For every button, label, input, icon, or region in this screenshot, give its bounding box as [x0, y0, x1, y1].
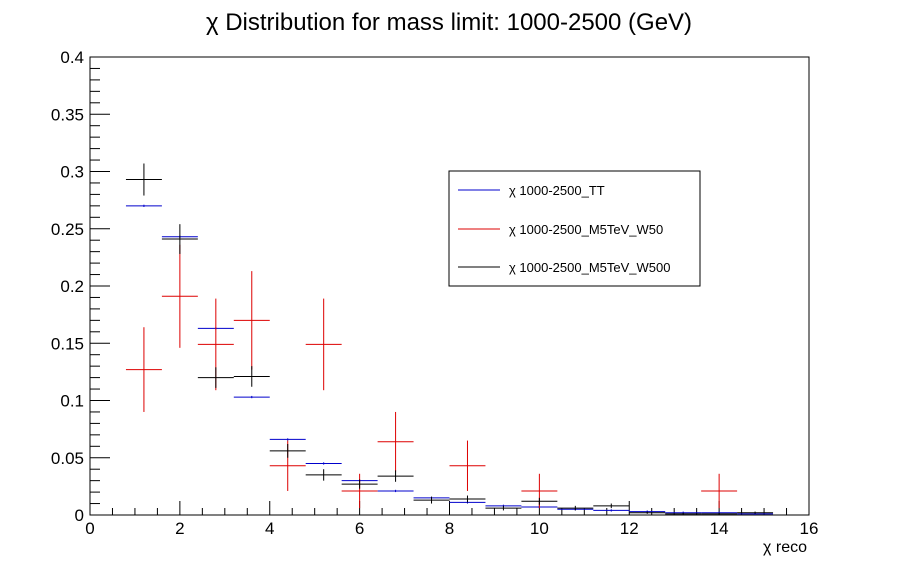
x-axis-label: χ reco	[763, 539, 807, 556]
data-point	[593, 509, 630, 512]
x-tick-label: 8	[445, 519, 454, 538]
y-tick-label: 0	[75, 506, 84, 525]
data-point	[449, 440, 486, 491]
legend-label: χ 1000-2500_M5TeV_W50	[509, 222, 663, 237]
y-tick-label: 0.4	[60, 48, 84, 67]
data-point	[377, 489, 414, 493]
x-tick-label: 6	[355, 519, 364, 538]
data-point	[377, 470, 414, 482]
data-point	[701, 473, 738, 509]
data-point	[665, 512, 702, 515]
data-point	[557, 505, 594, 511]
data-point	[341, 479, 378, 489]
data-point	[593, 503, 630, 509]
data-point	[197, 367, 234, 388]
series-group	[125, 163, 774, 515]
y-axis: 0 0.05 0.1 0.15 0.2 0.25 0.3 0.35 0.4	[51, 48, 110, 525]
data-point	[449, 495, 486, 503]
data-point	[233, 271, 270, 370]
data-point	[413, 496, 450, 504]
data-point	[269, 438, 306, 441]
y-tick-label: 0.35	[51, 105, 84, 124]
legend-label: χ 1000-2500_M5TeV_W500	[509, 260, 670, 275]
data-point	[485, 505, 522, 511]
data-point	[305, 298, 342, 391]
x-tick-label: 10	[530, 519, 549, 538]
data-point	[125, 163, 162, 196]
legend-label: χ 1000-2500_TT	[509, 183, 605, 198]
x-tick-label: 12	[620, 519, 639, 538]
data-point	[341, 473, 378, 509]
series-layer	[125, 163, 774, 515]
data-point	[233, 366, 270, 387]
data-point	[521, 497, 558, 505]
x-tick-label: 14	[710, 519, 729, 538]
data-point	[233, 395, 270, 399]
data-point	[161, 224, 198, 254]
y-tick-label: 0.15	[51, 334, 84, 353]
data-point	[737, 511, 774, 514]
y-tick-label: 0.05	[51, 449, 84, 468]
data-point	[305, 462, 342, 465]
data-point	[125, 327, 162, 412]
data-point	[377, 411, 414, 472]
y-tick-label: 0.1	[60, 392, 84, 411]
data-point	[701, 512, 738, 515]
data-point	[305, 469, 342, 481]
series-group	[125, 244, 738, 509]
chart-title: χ Distribution for mass limit: 1000-2500…	[206, 9, 692, 36]
x-axis: 0 2 4 6 8 10 12 14 16	[85, 501, 818, 538]
x-tick-label: 2	[175, 519, 184, 538]
legend: χ 1000-2500_TT χ 1000-2500_M5TeV_W50 χ 100…	[448, 170, 701, 287]
x-tick-label: 4	[265, 519, 274, 538]
data-point	[125, 204, 162, 207]
data-point	[629, 511, 666, 514]
data-point	[161, 244, 198, 348]
y-tick-label: 0.3	[60, 163, 84, 182]
y-tick-label: 0.25	[51, 220, 84, 239]
x-tick-label: 0	[85, 519, 94, 538]
x-tick-label: 16	[800, 519, 819, 538]
y-tick-label: 0.2	[60, 277, 84, 296]
data-point	[269, 444, 306, 458]
